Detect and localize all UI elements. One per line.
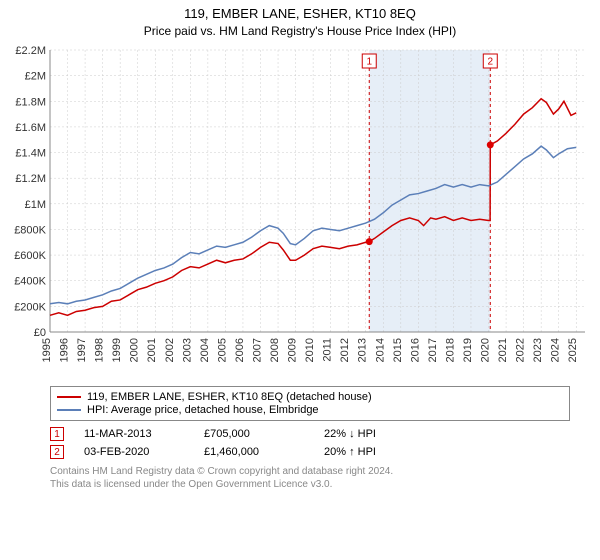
svg-text:2006: 2006 — [234, 338, 246, 362]
footer-attribution: Contains HM Land Registry data © Crown c… — [50, 465, 570, 491]
chart-container: 119, EMBER LANE, ESHER, KT10 8EQ Price p… — [0, 0, 600, 560]
sale-row: 1 11-MAR-2013 £705,000 22% ↓ HPI — [50, 425, 570, 443]
svg-text:2024: 2024 — [550, 338, 562, 362]
footer-line1: Contains HM Land Registry data © Crown c… — [50, 465, 570, 478]
sale-badge: 1 — [50, 427, 64, 441]
svg-text:2008: 2008 — [269, 338, 281, 362]
svg-text:£2M: £2M — [25, 71, 46, 83]
svg-text:2005: 2005 — [216, 338, 228, 362]
svg-text:£600K: £600K — [14, 250, 46, 262]
svg-text:2015: 2015 — [392, 338, 404, 362]
svg-text:2007: 2007 — [251, 338, 263, 362]
legend-item: 119, EMBER LANE, ESHER, KT10 8EQ (detach… — [57, 391, 563, 403]
svg-text:2011: 2011 — [322, 338, 334, 362]
chart-svg: £0 £200K £400K £600K £800K £1M £1.2M £1.4M £1.6M… — [0, 42, 600, 382]
svg-text:£1.6M: £1.6M — [15, 122, 46, 134]
sale-price: £705,000 — [204, 428, 304, 440]
footer-line2: This data is licensed under the Open Gov… — [50, 478, 570, 491]
sale-delta: 20% ↑ HPI — [324, 446, 424, 458]
svg-text:2020: 2020 — [480, 338, 492, 362]
svg-text:2004: 2004 — [199, 338, 211, 362]
svg-text:£2.2M: £2.2M — [15, 45, 46, 57]
svg-text:2025: 2025 — [567, 338, 579, 362]
svg-text:1996: 1996 — [59, 338, 71, 362]
svg-text:2016: 2016 — [409, 338, 421, 362]
svg-text:£800K: £800K — [14, 224, 46, 236]
svg-text:£400K: £400K — [14, 276, 46, 288]
svg-text:2: 2 — [487, 57, 493, 68]
svg-text:2001: 2001 — [146, 338, 158, 362]
svg-text:1997: 1997 — [76, 338, 88, 362]
svg-text:£200K: £200K — [14, 301, 46, 313]
sale-row: 2 03-FEB-2020 £1,460,000 20% ↑ HPI — [50, 443, 570, 461]
svg-text:2018: 2018 — [444, 338, 456, 362]
chart-title: 119, EMBER LANE, ESHER, KT10 8EQ — [0, 0, 600, 21]
svg-text:1: 1 — [366, 57, 372, 68]
svg-text:£1.2M: £1.2M — [15, 173, 46, 185]
svg-text:2010: 2010 — [304, 338, 316, 362]
sale-badge: 2 — [50, 445, 64, 459]
svg-text:1998: 1998 — [94, 338, 106, 362]
svg-text:£0: £0 — [34, 327, 46, 339]
svg-text:2012: 2012 — [339, 338, 351, 362]
chart-subtitle: Price paid vs. HM Land Registry's House … — [0, 21, 600, 42]
legend-swatch — [57, 396, 81, 398]
svg-text:£1.8M: £1.8M — [15, 96, 46, 108]
svg-text:2009: 2009 — [287, 338, 299, 362]
sale-date: 03-FEB-2020 — [84, 446, 184, 458]
svg-text:2002: 2002 — [164, 338, 176, 362]
svg-text:2014: 2014 — [374, 338, 386, 362]
svg-text:£1.4M: £1.4M — [15, 148, 46, 160]
svg-text:2003: 2003 — [181, 338, 193, 362]
sale-price: £1,460,000 — [204, 446, 304, 458]
legend-label: 119, EMBER LANE, ESHER, KT10 8EQ (detach… — [87, 391, 372, 403]
svg-text:2013: 2013 — [357, 338, 369, 362]
chart-plot-area: £0 £200K £400K £600K £800K £1M £1.2M £1.4M £1.6M… — [0, 42, 600, 382]
svg-text:£1M: £1M — [25, 199, 46, 211]
legend-item: HPI: Average price, detached house, Elmb… — [57, 404, 563, 416]
sale-date: 11-MAR-2013 — [84, 428, 184, 440]
legend-label: HPI: Average price, detached house, Elmb… — [87, 404, 319, 416]
sale-delta: 22% ↓ HPI — [324, 428, 424, 440]
svg-text:1995: 1995 — [41, 338, 53, 362]
svg-text:2022: 2022 — [515, 338, 527, 362]
svg-text:2017: 2017 — [427, 338, 439, 362]
svg-text:1999: 1999 — [111, 338, 123, 362]
svg-text:2019: 2019 — [462, 338, 474, 362]
legend-swatch — [57, 409, 81, 411]
svg-text:2000: 2000 — [129, 338, 141, 362]
sales-table: 1 11-MAR-2013 £705,000 22% ↓ HPI 2 03-FEB-202… — [50, 425, 570, 461]
svg-text:2021: 2021 — [497, 338, 509, 362]
legend: 119, EMBER LANE, ESHER, KT10 8EQ (detach… — [50, 386, 570, 421]
svg-text:2023: 2023 — [532, 338, 544, 362]
